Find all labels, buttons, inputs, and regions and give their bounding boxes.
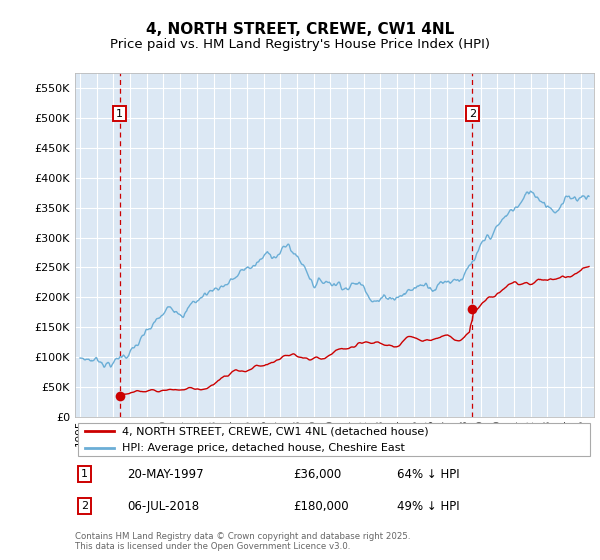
Text: £180,000: £180,000 [293, 500, 349, 513]
Text: 4, NORTH STREET, CREWE, CW1 4NL (detached house): 4, NORTH STREET, CREWE, CW1 4NL (detache… [122, 426, 428, 436]
Text: 2: 2 [81, 501, 88, 511]
Text: 64% ↓ HPI: 64% ↓ HPI [397, 468, 460, 480]
Text: 20-MAY-1997: 20-MAY-1997 [127, 468, 203, 480]
Text: 06-JUL-2018: 06-JUL-2018 [127, 500, 199, 513]
FancyBboxPatch shape [77, 423, 590, 456]
Text: 1: 1 [81, 469, 88, 479]
Text: 49% ↓ HPI: 49% ↓ HPI [397, 500, 460, 513]
Text: Price paid vs. HM Land Registry's House Price Index (HPI): Price paid vs. HM Land Registry's House … [110, 38, 490, 50]
Text: 2: 2 [469, 109, 476, 119]
Text: £36,000: £36,000 [293, 468, 341, 480]
Text: Contains HM Land Registry data © Crown copyright and database right 2025.
This d: Contains HM Land Registry data © Crown c… [75, 532, 410, 552]
Text: 1: 1 [116, 109, 123, 119]
Text: HPI: Average price, detached house, Cheshire East: HPI: Average price, detached house, Ches… [122, 444, 404, 454]
Text: 4, NORTH STREET, CREWE, CW1 4NL: 4, NORTH STREET, CREWE, CW1 4NL [146, 22, 454, 38]
